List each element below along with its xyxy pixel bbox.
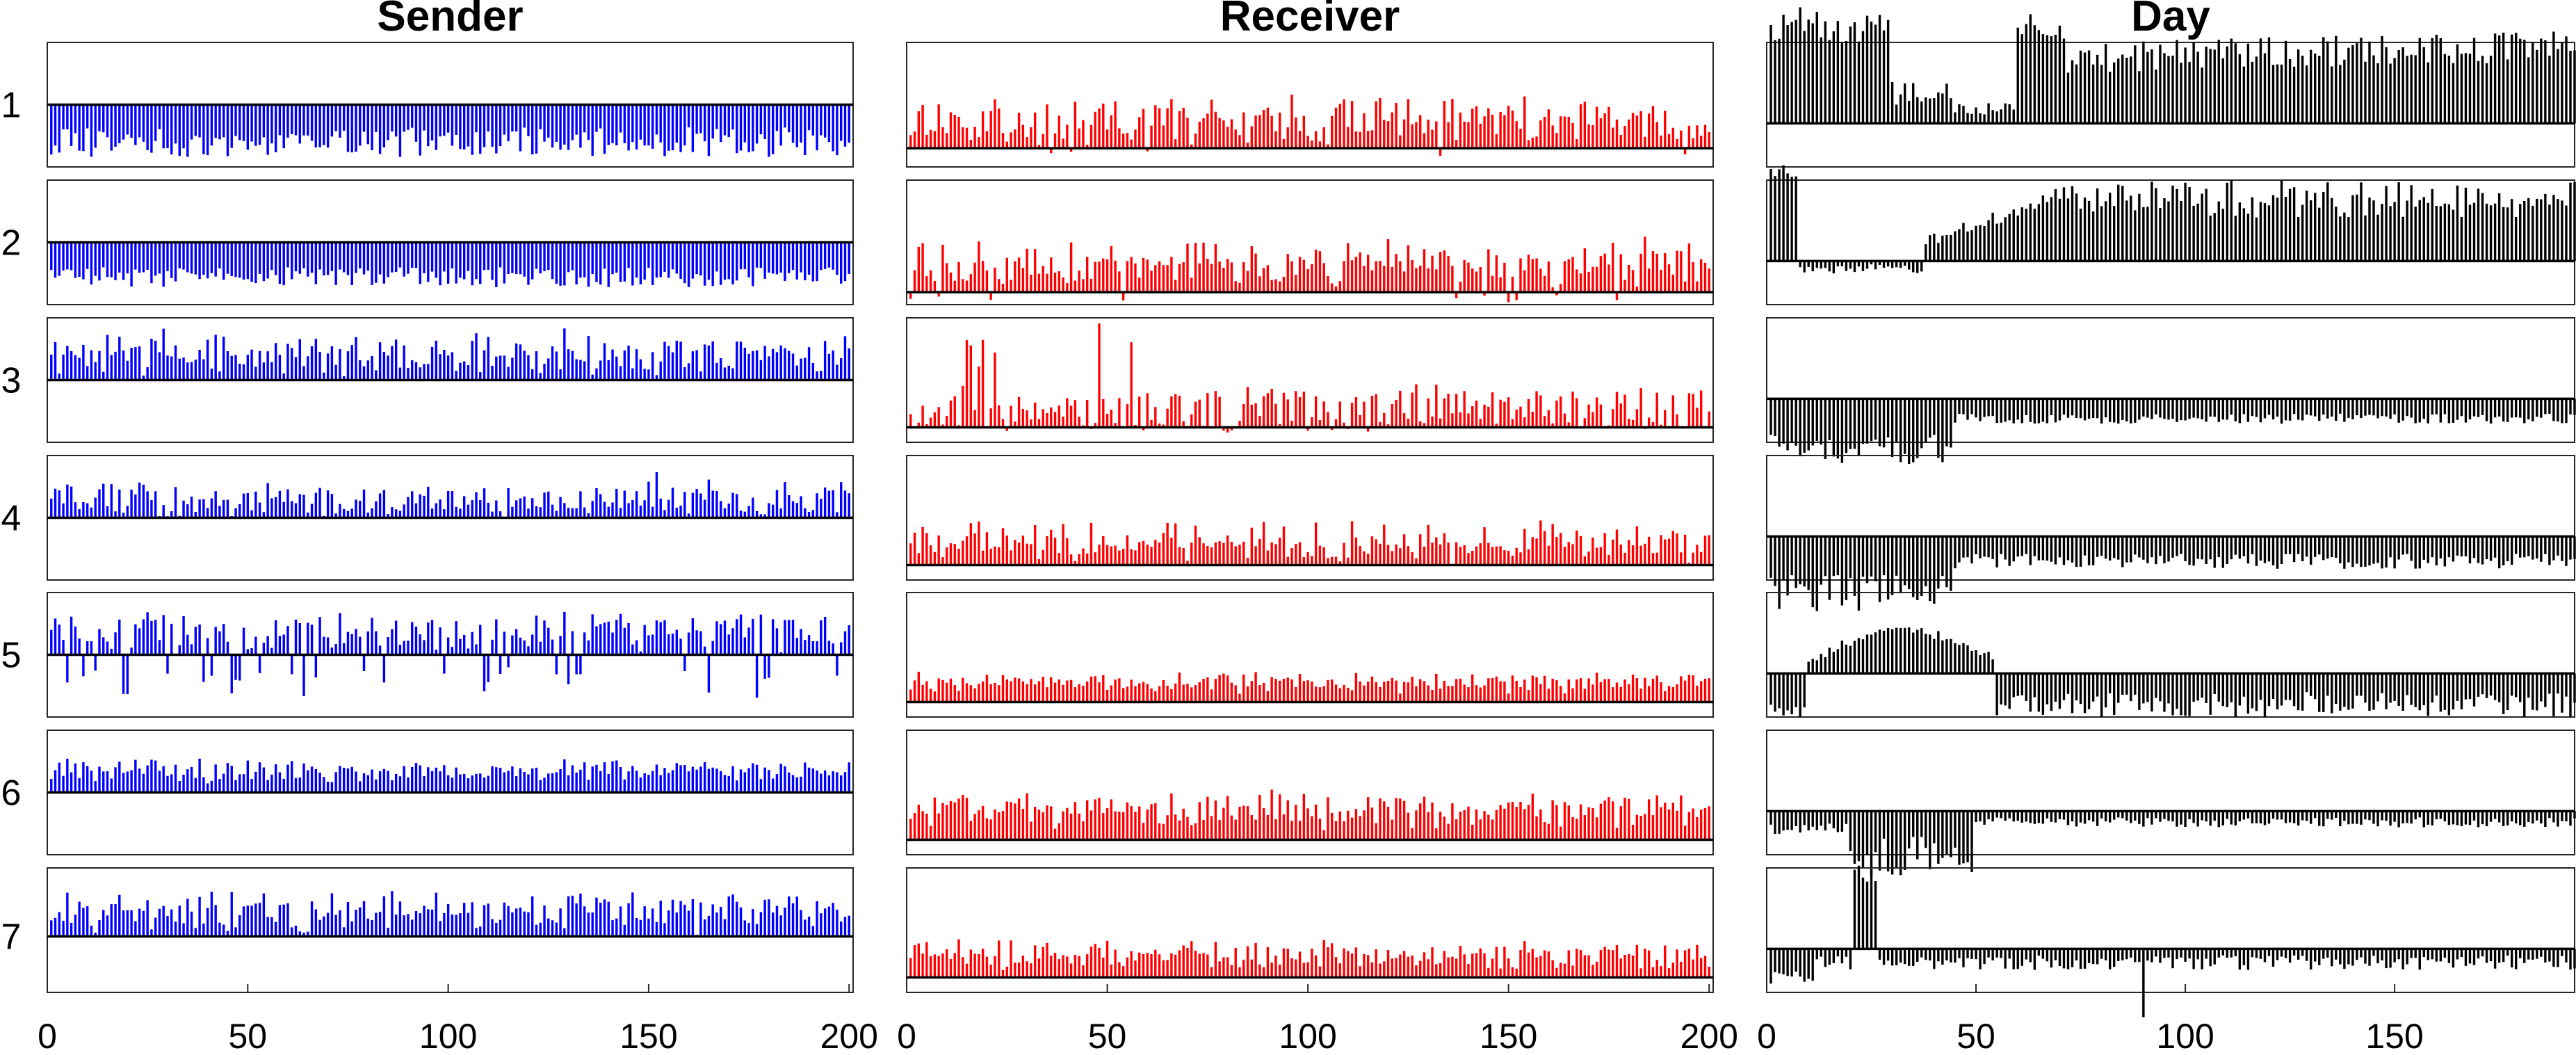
axes-frame xyxy=(906,179,1714,305)
subplot-sender-1 xyxy=(47,42,854,168)
x-tick-label: 100 xyxy=(419,1017,477,1052)
x-tick-label: 0 xyxy=(1757,1017,1776,1052)
x-tick-label: 50 xyxy=(1957,1017,1995,1052)
x-tick-label: 200 xyxy=(820,1017,878,1052)
x-tick-label: 150 xyxy=(619,1017,677,1052)
row-label-3: 3 xyxy=(1,361,22,401)
axes-frame xyxy=(1766,317,2575,443)
subplot-receiver-7 xyxy=(906,867,1714,993)
subplot-receiver-2 xyxy=(906,179,1714,305)
x-tick-label: 150 xyxy=(1480,1017,1537,1052)
subplot-sender-4 xyxy=(47,455,854,581)
row-label-4: 4 xyxy=(1,499,22,539)
subplot-day-5 xyxy=(1766,592,2576,718)
axes-frame xyxy=(906,42,1714,168)
panel-day: Day 0 50 100 150 xyxy=(1757,0,2576,1055)
subplot-sender-2 xyxy=(47,179,854,305)
subplot-day-3 xyxy=(1766,317,2576,464)
axes-frame xyxy=(1766,592,2575,718)
axes-frame xyxy=(1766,867,2575,993)
subplot-receiver-3 xyxy=(906,317,1714,443)
x-tick-label: 0 xyxy=(38,1017,57,1052)
axes-frame xyxy=(1766,455,2575,581)
subplot-receiver-6 xyxy=(906,730,1714,855)
axes-frame xyxy=(906,730,1714,855)
x-tick-label: 50 xyxy=(228,1017,267,1052)
row-label-1: 1 xyxy=(1,86,22,126)
x-tick-label: 100 xyxy=(2156,1017,2214,1052)
column-title-day: Day xyxy=(2131,0,2210,40)
subplot-sender-7 xyxy=(47,867,854,993)
panel-receiver: Receiver 0 50 100 150 200 xyxy=(897,0,1738,1055)
subplot-sender-6 xyxy=(47,730,854,855)
x-tick-label: 200 xyxy=(1680,1017,1738,1052)
row-label-2: 2 xyxy=(1,223,22,264)
subplot-day-1 xyxy=(1766,7,2576,168)
axes-frame xyxy=(1766,730,2575,855)
x-tick-label: 0 xyxy=(897,1017,916,1052)
axes-frame xyxy=(906,592,1714,718)
axes-frame xyxy=(906,455,1714,581)
row-label-5: 5 xyxy=(1,636,22,676)
axes-frame xyxy=(47,867,854,993)
axes-frame xyxy=(906,317,1714,443)
row-label-6: 6 xyxy=(1,773,22,814)
subplot-receiver-5 xyxy=(906,592,1714,718)
x-tick-label: 100 xyxy=(1279,1017,1336,1052)
subplot-sender-3 xyxy=(47,317,854,443)
x-tick-label: 50 xyxy=(1088,1017,1127,1052)
subplot-receiver-4 xyxy=(906,455,1714,581)
x-tick-label: 150 xyxy=(2365,1017,2423,1052)
subplot-day-7 xyxy=(1766,865,2576,1017)
panel-sender: Sender 0 50 100 150 200 xyxy=(38,0,878,1055)
axes-frame xyxy=(906,867,1714,993)
column-title-sender: Sender xyxy=(377,0,523,40)
row-label-7: 7 xyxy=(1,917,22,957)
subplot-sender-5 xyxy=(47,592,854,718)
column-title-receiver: Receiver xyxy=(1220,0,1400,40)
subplot-receiver-1 xyxy=(906,42,1714,168)
subplot-day-2 xyxy=(1766,165,2576,305)
subplot-day-6 xyxy=(1766,730,2576,876)
subplot-day-4 xyxy=(1766,455,2576,611)
